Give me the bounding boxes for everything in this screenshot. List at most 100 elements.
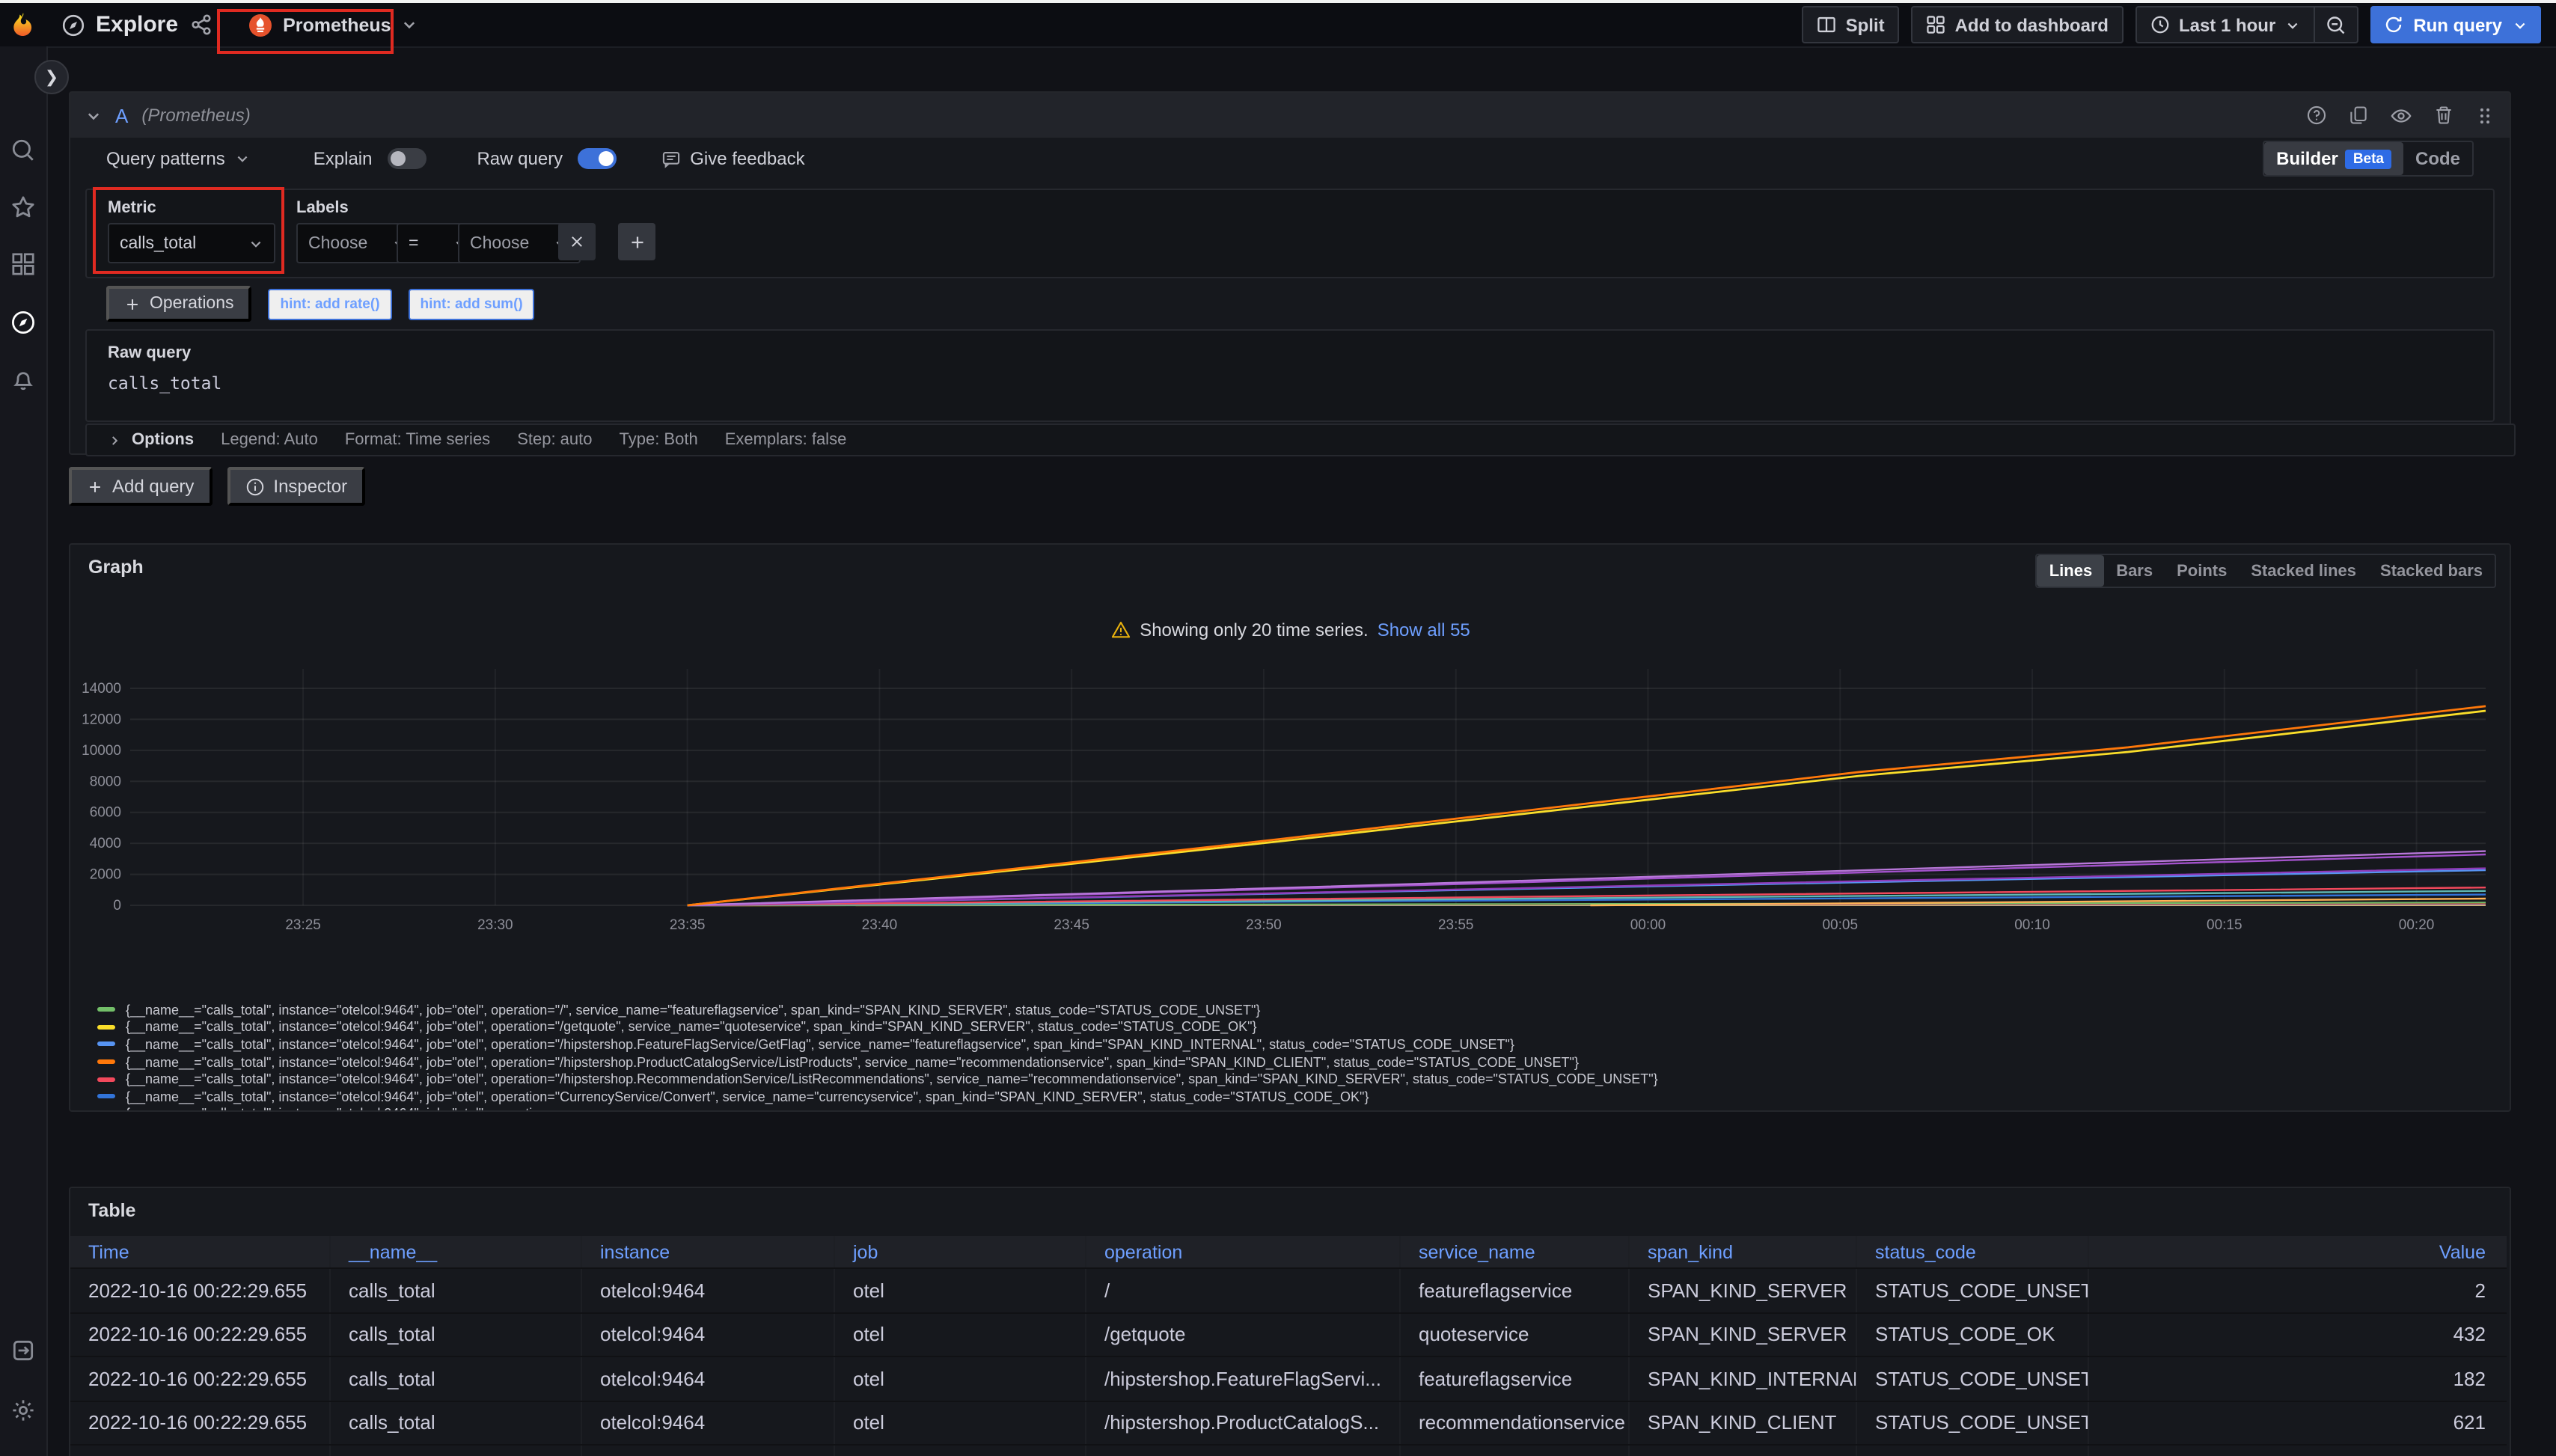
legend-item[interactable]: {__name__="calls_total", instance="otelc… [97,1036,2492,1053]
y-axis-tick-label: 14000 [82,681,121,697]
legend-item[interactable]: {__name__="calls_total", instance="otelc… [97,1053,2492,1071]
graph-mode-stacked-lines[interactable]: Stacked lines [2239,555,2368,587]
legend-item[interactable]: {__name__="calls_total", instance="otelc… [97,1105,2492,1110]
grafana-flame-icon [9,10,37,39]
table-row[interactable]: 2022-10-16 00:22:29.655calls_totalotelco… [70,1446,2507,1456]
hint-add-sum-button[interactable]: hint: add sum() [409,288,535,319]
table-cell: STATUS_CODE_UNSET [1857,1357,2089,1400]
table-cell: 2022-10-16 00:22:29.655 [70,1446,331,1456]
table-header-cell[interactable]: Value [2089,1236,2507,1267]
raw-query-toggle[interactable] [578,148,617,169]
sidebar [0,46,48,1456]
legend-item[interactable]: {__name__="calls_total", instance="otelc… [97,1018,2492,1036]
settings-gear-icon[interactable] [10,1398,36,1423]
graph-mode-points[interactable]: Points [2165,555,2239,587]
explore-actions: Add query Inspector [69,467,365,506]
chevron-down-icon [236,151,251,166]
drag-handle-icon[interactable] [2475,105,2495,125]
raw-query-preview: Raw query calls_total [85,329,2495,422]
results-table: Time__name__instancejoboperationservice_… [70,1236,2507,1456]
add-to-dashboard-button[interactable]: Add to dashboard [1912,6,2124,43]
table-header-cell[interactable]: service_name [1401,1236,1630,1267]
starred-icon[interactable] [10,195,36,220]
chevron-down-icon [402,16,418,33]
search-icon[interactable] [10,138,36,163]
top-nav: Explore Prometheus Split [0,3,2556,48]
run-query-button[interactable]: Run query [2370,6,2541,43]
legend-item[interactable]: {__name__="calls_total", instance="otelc… [97,1071,2492,1088]
alerting-bell-icon[interactable] [10,367,36,392]
time-series-chart[interactable]: 0200040006000800010000120001400023:2523:… [82,657,2498,950]
duplicate-query-icon[interactable] [2348,105,2369,126]
operations-row: Operations hint: add rate() hint: add su… [106,286,535,322]
legend-series-label: {__name__="calls_total", instance="otelc… [126,1037,1514,1052]
table-cell: SPAN_KIND_SERVER [1630,1269,1857,1312]
table-cell: SPAN_KIND_SERVER [1630,1313,1857,1356]
legend-series-marker [97,1077,115,1081]
table-cell: /hipstershop.ProductCatalogS... [1086,1401,1401,1444]
sidebar-expand-button[interactable]: ❯ [34,60,69,94]
graph-mode-lines[interactable]: Lines [2037,555,2104,587]
remove-query-trash-icon[interactable] [2433,105,2454,126]
graph-mode-stacked-bars[interactable]: Stacked bars [2368,555,2495,587]
legend-item[interactable]: {__name__="calls_total", instance="otelc… [97,1088,2492,1105]
query-options-row[interactable]: Options Legend: AutoFormat: Time seriesS… [85,423,2516,456]
add-query-button[interactable]: Add query [69,467,212,506]
sign-in-icon[interactable] [10,1338,36,1363]
builder-mode-button[interactable]: Builder Beta [2264,142,2403,175]
graph-mode-bars[interactable]: Bars [2104,555,2165,587]
metric-labels-section: Metric calls_total Labels Choose = Choos… [85,189,2495,278]
table-header-cell[interactable]: Time [70,1236,331,1267]
table-row[interactable]: 2022-10-16 00:22:29.655calls_totalotelco… [70,1357,2507,1401]
table-cell: /getquote [1086,1313,1401,1356]
table-panel-title: Table [88,1200,135,1221]
inspector-button[interactable]: Inspector [227,467,365,506]
query-row-header[interactable]: A (Prometheus) [70,93,2510,138]
table-cell: featureflagservice [1401,1357,1630,1400]
legend-series-label: {__name__="calls_total", instance="otelc… [126,1020,1257,1035]
split-button[interactable]: Split [1803,6,1900,43]
beta-badge: Beta [2346,149,2391,168]
options-summary: Legend: AutoFormat: Time seriesStep: aut… [221,431,846,449]
table-cell: otel [835,1313,1086,1356]
dashboards-icon[interactable] [10,251,36,277]
hide-response-eye-icon[interactable] [2390,104,2412,126]
legend-series-marker [97,1025,115,1030]
code-mode-button[interactable]: Code [2403,142,2472,175]
table-cell: quoteservice [1401,1313,1630,1356]
add-label-filter-button[interactable] [618,223,655,260]
query-patterns-dropdown[interactable]: Query patterns [106,148,251,169]
table-header-cell[interactable]: span_kind [1630,1236,1857,1267]
metric-select[interactable]: calls_total [108,223,275,263]
give-feedback-link[interactable]: Give feedback [661,148,804,169]
hint-add-rate-button[interactable]: hint: add rate() [269,288,392,319]
table-header-cell[interactable]: instance [582,1236,835,1267]
chevron-down-icon [2513,17,2528,32]
zoom-out-time-button[interactable] [2314,6,2358,43]
table-cell: 621 [2089,1446,2507,1456]
table-header-cell[interactable]: job [835,1236,1086,1267]
legend-item[interactable]: {__name__="calls_total", instance="otelc… [97,1001,2492,1018]
collapse-chevron-icon[interactable] [85,107,102,123]
table-header-cell[interactable]: status_code [1857,1236,2089,1267]
table-row[interactable]: 2022-10-16 00:22:29.655calls_totalotelco… [70,1401,2507,1446]
remove-label-filter-button[interactable] [558,223,596,260]
datasource-picker[interactable]: Prometheus [239,6,427,43]
table-header-cell[interactable]: operation [1086,1236,1401,1267]
table-row[interactable]: 2022-10-16 00:22:29.655calls_totalotelco… [70,1269,2507,1313]
table-row[interactable]: 2022-10-16 00:22:29.655calls_totalotelco… [70,1313,2507,1357]
time-range-picker[interactable]: Last 1 hour [2135,6,2314,43]
show-all-series-link[interactable]: Show all 55 [1378,620,1470,640]
add-operation-button[interactable]: Operations [106,286,252,322]
raw-query-value: calls_total [108,373,2493,394]
query-ref-id: A [115,104,128,126]
explain-toggle[interactable] [387,148,426,169]
query-help-icon[interactable] [2306,105,2327,126]
grafana-logo[interactable] [0,10,46,39]
legend-series-label: {__name__="calls_total", instance="otelc… [126,1003,1260,1018]
table-header-cell[interactable]: __name__ [331,1236,582,1267]
explore-icon[interactable] [10,310,36,335]
y-axis-tick-label: 10000 [82,743,121,759]
x-axis-tick-label: 23:55 [1438,917,1474,933]
share-icon[interactable] [190,13,213,36]
